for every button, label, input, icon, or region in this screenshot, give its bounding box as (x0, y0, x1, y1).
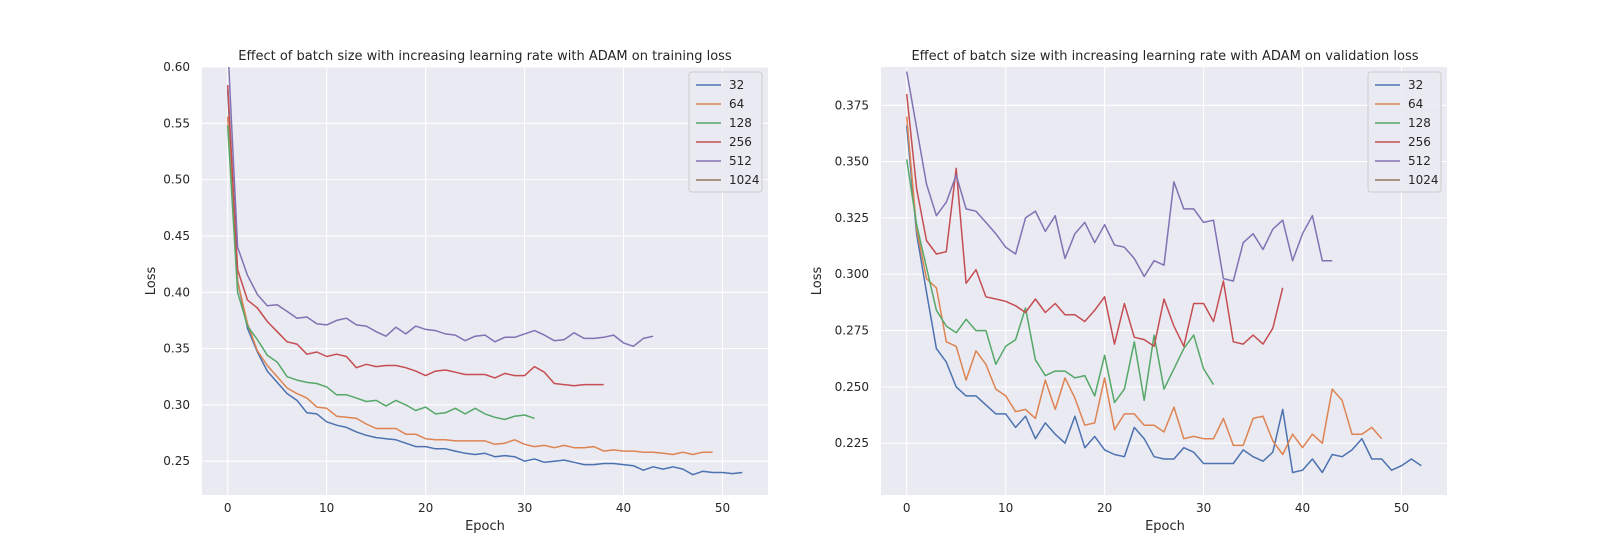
y-tick-label: 0.25 (163, 454, 190, 468)
x-tick-label: 10 (998, 501, 1013, 515)
x-tick-label: 20 (418, 501, 433, 515)
y-tick-label: 0.30 (163, 398, 190, 412)
x-tick-label: 0 (903, 501, 911, 515)
x-axis-label: Epoch (465, 519, 505, 534)
x-tick-label: 40 (616, 501, 631, 515)
y-tick-label: 0.40 (163, 285, 190, 299)
legend-label: 256 (1408, 135, 1431, 149)
y-tick-label: 0.300 (835, 267, 869, 281)
y-tick-label: 0.250 (835, 380, 869, 394)
plot-area (881, 67, 1447, 495)
chart-title: Effect of batch size with increasing lea… (238, 49, 732, 64)
legend-label: 128 (729, 116, 752, 130)
legend-label: 512 (729, 154, 752, 168)
legend-label: 1024 (1408, 173, 1439, 187)
x-tick-label: 40 (1295, 501, 1310, 515)
series-line-256 (226, 84, 604, 387)
legend-box (688, 71, 763, 193)
y-tick-label: 0.350 (835, 155, 869, 169)
legend-label: 32 (729, 78, 744, 92)
x-axis-label: Epoch (1145, 519, 1185, 534)
series-line-32 (226, 89, 743, 476)
legend-label: 128 (1408, 116, 1431, 130)
y-tick-label: 0.35 (163, 342, 190, 356)
y-tick-label: 0.50 (163, 173, 190, 187)
y-tick-label: 0.45 (163, 229, 190, 243)
legend-label: 32 (1408, 78, 1423, 92)
x-tick-label: 0 (224, 501, 232, 515)
series-line-512 (228, 67, 654, 348)
x-tick-label: 30 (517, 501, 532, 515)
series-line-32 (905, 125, 1422, 474)
x-tick-label: 10 (319, 501, 334, 515)
chart-title: Effect of batch size with increasing lea… (911, 49, 1418, 64)
x-tick-label: 50 (1394, 501, 1409, 515)
plot-area (202, 67, 768, 495)
y-axis-label: Loss (144, 267, 159, 296)
y-tick-label: 0.325 (835, 211, 869, 225)
legend: 32 64 128 256 512 1024 (1367, 71, 1442, 193)
legend-label: 256 (729, 135, 752, 149)
series-line-128 (905, 159, 1215, 404)
legend: 32 64 128 256 512 1024 (688, 71, 763, 193)
y-axis-label: Loss (810, 267, 825, 296)
y-tick-label: 0.60 (163, 60, 190, 74)
legend-label: 512 (1408, 154, 1431, 168)
series-line-256 (905, 93, 1284, 348)
training-loss-chart: Effect of batch size with increasing lea… (144, 49, 768, 534)
series-line-512 (905, 71, 1333, 282)
series-lines (905, 71, 1422, 474)
y-tick-label: 0.225 (835, 436, 869, 450)
y-tick-label: 0.275 (835, 324, 869, 338)
series-line-64 (226, 116, 713, 456)
x-tick-label: 30 (1196, 501, 1211, 515)
x-tick-label: 20 (1097, 501, 1112, 515)
series-lines (226, 67, 743, 476)
legend-label: 1024 (729, 173, 760, 187)
y-tick-label: 0.375 (835, 98, 869, 112)
series-line-64 (905, 116, 1383, 456)
validation-loss-chart: Effect of batch size with increasing lea… (810, 49, 1447, 534)
legend-box (1367, 71, 1442, 193)
series-line-128 (226, 125, 535, 421)
legend-label: 64 (729, 97, 744, 111)
legend-label: 64 (1408, 97, 1423, 111)
y-tick-label: 0.55 (163, 116, 190, 130)
x-tick-label: 50 (715, 501, 730, 515)
